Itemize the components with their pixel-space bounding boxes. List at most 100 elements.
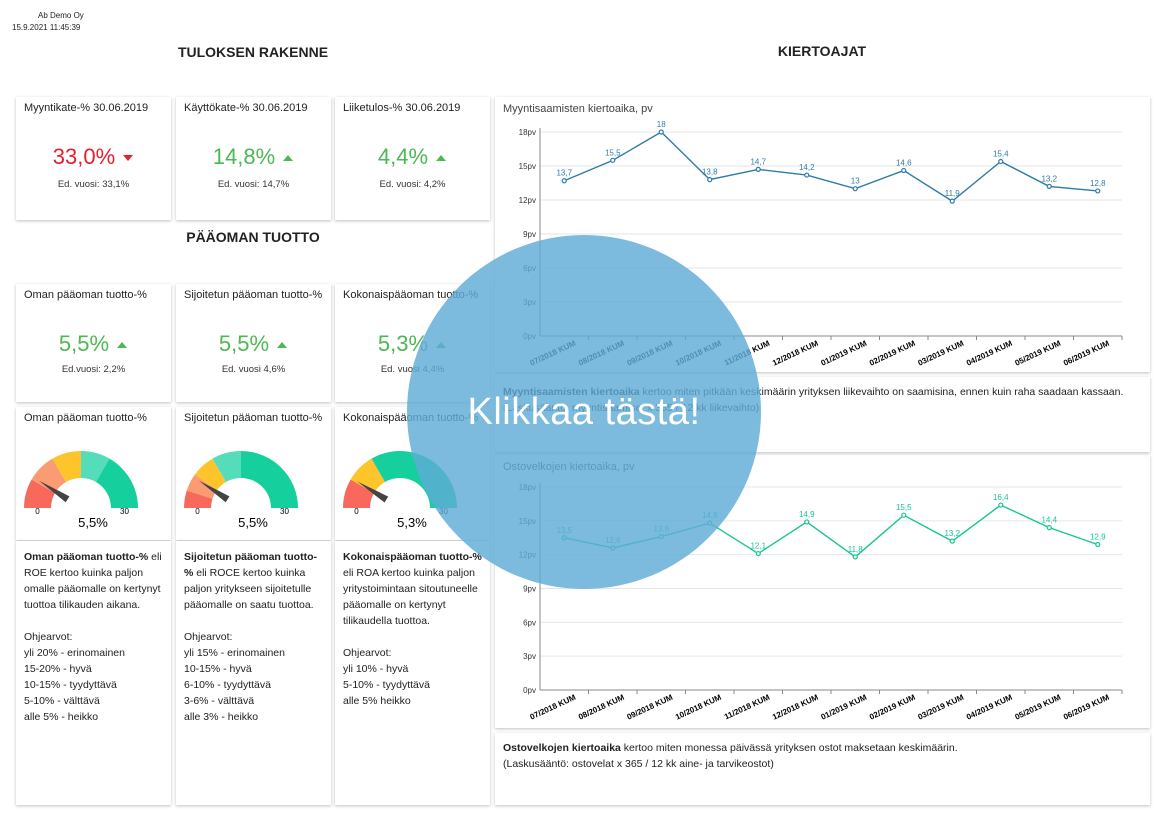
kpi-value: 33,0% [52,144,116,169]
x-tick-label: 04/2019 KUM [965,339,1014,368]
y-tick-label: 18pv [519,128,536,137]
guide-item: yli 15% - erinomainen [184,647,285,659]
x-tick-label: 01/2019 KUM [820,339,869,368]
value-label: 18 [657,120,666,129]
kpi-previous: Ed. vuosi 4,6% [221,364,286,375]
kpi-value-row: 14,8% [176,144,331,170]
point [901,167,907,174]
x-tick-label: 05/2019 KUM [1014,339,1063,368]
gauge: 0 30 5,5% [184,451,298,530]
value-label: 15,4 [993,149,1009,158]
kpi-card: Liiketulos-% 30.06.2019 4,4% Ed. vuosi: 4,… [335,97,490,220]
gauge-band [350,458,385,493]
gauge-band [24,479,56,508]
value-label: 15,5 [605,148,621,157]
note-body: kertoo miten pitkään keskimäärin yrityks… [639,386,1124,398]
kpi-previous: Ed. vuosi: 14,7% [217,179,290,190]
x-tick-label: 02/2019 KUM [868,693,917,722]
point [949,538,955,544]
y-tick-label: 3pv [523,652,536,661]
gauge-band [81,451,110,483]
value-label: 11,9 [945,189,961,198]
kpi-value-row: 4,4% [335,144,490,170]
kpi-title: Käyttökate-% 30.06.2019 [184,102,308,114]
guide-item: 10-15% - hyvä [184,663,252,675]
x-tick-label: 06/2019 KUM [1062,693,1111,722]
kpi-previous: Ed. vuosi: 4,2% [379,179,446,190]
kpi-title: Oman pääoman tuotto-% [24,289,147,301]
trend-arrow-shape [117,342,128,349]
point [852,554,858,560]
trend-arrow [277,342,288,349]
kpi-title: Myyntikate-% 30.06.2019 [24,102,149,114]
description-card: Oman pääoman tuotto-% eli ROE kertoo kui… [16,541,171,805]
point [998,158,1004,165]
note-card: Ostovelkojen kiertoaika kertoo miten mon… [495,733,1150,805]
gauge: 0 30 5,5% [24,451,138,530]
gauge-band [194,458,226,491]
overlay-label: Klikkaa tästä! [467,390,701,433]
guide-title: Ohjearvot: [343,647,392,659]
description: Oman pääoman tuotto-% eli ROE kertoo kui… [24,549,166,725]
gauge-max: 30 [280,507,289,516]
y-tick-label: 6pv [523,618,536,627]
point [707,176,713,183]
chart-card: Ostovelkojen kiertoaika, pv0pv3pv6pv9pv1… [495,455,1150,728]
kpi-title: Liiketulos-% 30.06.2019 [343,102,461,114]
timestamp: 15.9.2021 11:45:39 [12,23,81,32]
description-body: eli ROA kertoo kuinka paljon yritystoimi… [343,567,478,627]
x-tick-label: 07/2018 KUM [529,693,578,722]
value-label: 13 [851,177,860,186]
value-label: 14,7 [750,157,766,166]
line [563,131,1098,202]
note: Ostovelkojen kiertoaika kertoo miten mon… [503,740,958,772]
x-tick-label: 12/2018 KUM [771,339,820,368]
x-tick-label: 08/2018 KUM [577,693,626,722]
kpi-card: Sijoitetun pääoman tuotto-% 5,5% Ed. vuosi… [176,284,331,402]
guide-item: 15-20% - hyvä [24,663,92,675]
gauge-value: 5,3% [397,515,427,530]
kpi-previous: Ed.vuosi: 2,2% [61,364,126,375]
y-tick-label: 15pv [519,162,536,171]
gauge-max: 30 [120,507,129,516]
description-body: eli ROCE kertoo kuinka paljon yritykseen… [184,567,314,611]
trend-arrow [117,342,128,349]
x-tick-label: 03/2019 KUM [917,339,966,368]
description-text: Kokonaispääoman tuotto-% eli ROA kertoo … [343,549,485,629]
guide-item: alle 5% heikko [343,695,411,707]
description-body: eli ROE kertoo kuinka paljon omalle pääo… [24,551,162,611]
trend-arrow-shape [283,155,294,162]
note-lead: Ostovelkojen kiertoaika [503,742,621,754]
guide-title: Ohjearvot: [184,631,233,643]
value-label: 12,8 [1090,179,1106,188]
kpi-card: Käyttökate-% 30.06.2019 14,8% Ed. vuosi: 1… [176,97,331,220]
kpi-value-row: 33,0% [16,144,171,170]
trend-arrow-shape [123,155,134,162]
point [755,550,761,557]
gauge-title: Sijoitetun pääoman tuotto-% [184,412,323,424]
x-tick-label: 01/2019 KUM [820,693,869,722]
y-tick-label: 9pv [523,230,536,239]
value-label: 13,2 [944,529,960,538]
trend-arrow [123,155,134,162]
guide-item: alle 5% - heikko [24,711,99,723]
gauge-needle [199,480,230,503]
value-label: 13,8 [702,168,718,177]
value-label: 14,2 [799,163,815,172]
description: Sijoitetun pääoman tuotto-% eli ROCE ker… [184,549,326,725]
x-tick-label: 12/2018 KUM [771,693,820,722]
guide-item: 5-10% - välttävä [24,695,100,707]
x-tick-label: 05/2019 KUM [1014,693,1063,722]
gauge-card: Sijoitetun pääoman tuotto-% 0 30 5,5% [176,407,331,540]
gauge-band [96,458,138,508]
click-overlay[interactable]: Klikkaa tästä! [407,235,761,589]
gauge-min: 0 [195,507,200,516]
guide-item: alle 3% - heikko [184,711,259,723]
point [561,178,567,184]
gauge-needle [39,480,70,503]
guide-title: Ohjearvot: [24,631,73,643]
point [610,157,616,163]
guide-item: 6-10% - tyydyttävä [184,679,271,691]
x-tick-label: 11/2018 KUM [723,693,771,722]
